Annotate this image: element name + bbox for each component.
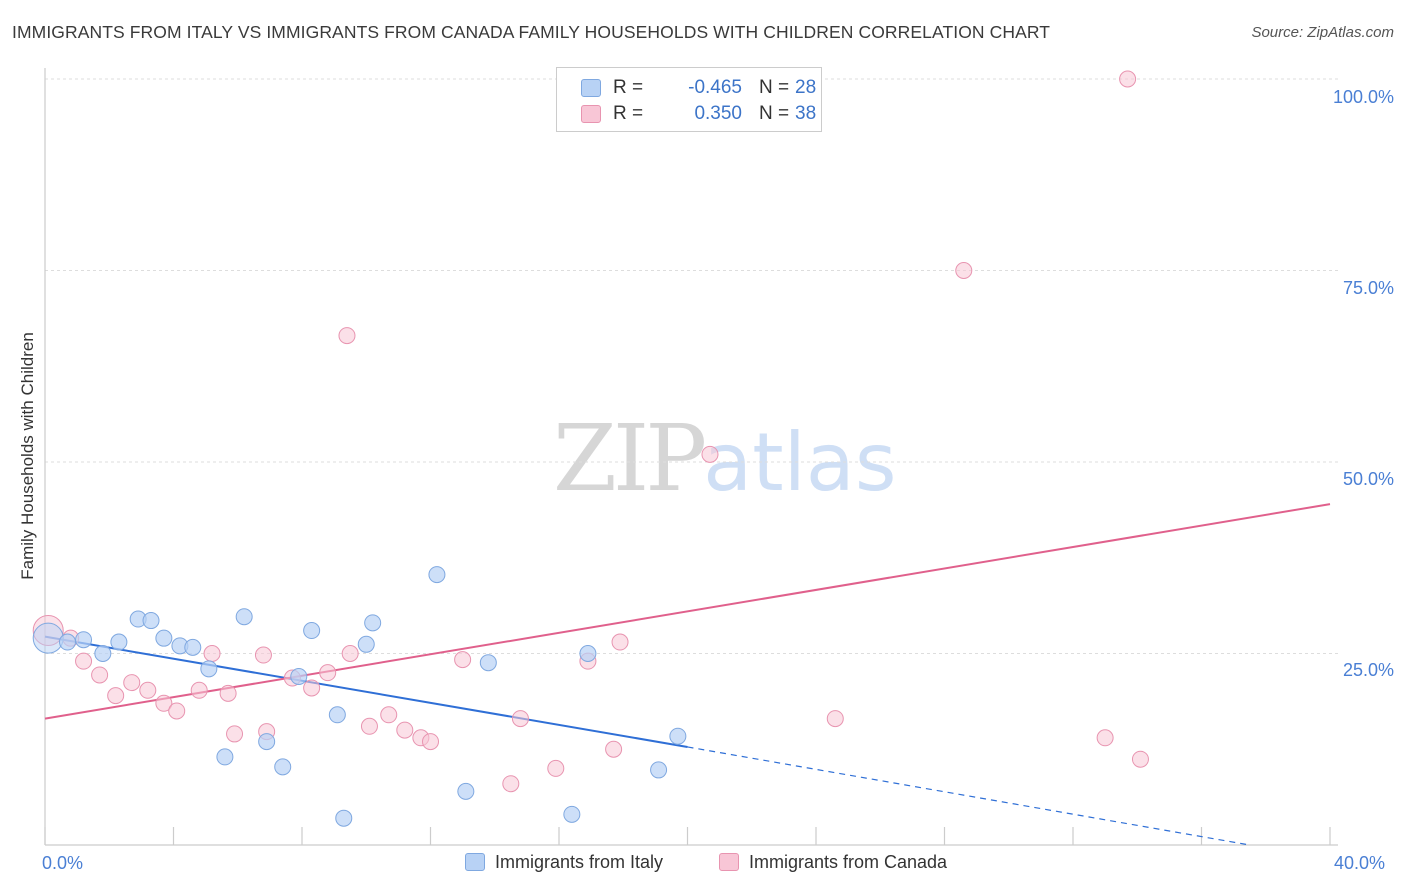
point-italy	[155, 629, 173, 647]
r-label: R =	[613, 103, 644, 124]
n-label: N =	[759, 77, 790, 98]
trend-line-italy	[44, 635, 688, 748]
legend-swatch-canada	[719, 853, 739, 871]
legend-item-canada[interactable]: Immigrants from Canada	[719, 852, 947, 873]
point-canada	[605, 740, 623, 758]
point-canada	[422, 733, 439, 751]
axes	[44, 68, 1338, 846]
point-italy	[364, 614, 382, 632]
point-canada	[254, 646, 272, 664]
trend-lines	[44, 503, 1331, 846]
point-canada	[955, 262, 973, 279]
y-tick-label-100: 100.0%	[1332, 87, 1394, 107]
r-label: R =	[613, 77, 644, 98]
point-italy	[142, 612, 160, 630]
point-italy	[32, 622, 64, 654]
point-italy	[258, 733, 276, 751]
legend-item-italy[interactable]: Immigrants from Italy	[465, 852, 663, 873]
point-canada	[168, 702, 186, 720]
point-italy	[669, 727, 687, 745]
n-label: N =	[759, 103, 790, 124]
point-canada	[1096, 729, 1114, 747]
point-italy	[579, 645, 597, 662]
legend-label-canada: Immigrants from Canada	[749, 852, 948, 872]
point-canada	[701, 445, 719, 463]
point-canada	[190, 681, 208, 699]
x-tick-label-min: 0.0%	[42, 853, 84, 873]
point-canada	[155, 694, 173, 712]
watermark-zip: ZIP	[553, 405, 707, 512]
point-canada	[380, 706, 398, 724]
y-tick-label-50: 50.0%	[1342, 469, 1394, 489]
point-canada	[360, 717, 378, 735]
x-tick-label-max: 40.0%	[1334, 853, 1386, 873]
legend-swatch-italy	[465, 853, 485, 871]
point-canada	[502, 775, 520, 793]
point-italy	[216, 748, 234, 766]
legend-label-italy: Immigrants from Italy	[495, 852, 664, 872]
point-canada	[454, 651, 472, 669]
point-italy	[563, 805, 581, 823]
point-italy	[457, 782, 475, 800]
point-italy	[328, 706, 346, 724]
point-italy	[75, 631, 93, 649]
point-canada	[826, 710, 844, 728]
point-canada	[203, 645, 221, 662]
point-canada	[139, 681, 157, 699]
trend-line-canada	[44, 503, 1331, 720]
point-italy	[303, 622, 321, 640]
point-italy	[479, 654, 497, 672]
n-value-canada: 38	[795, 103, 817, 124]
r-value-canada: 0.350	[694, 103, 742, 124]
r-value-italy: -0.465	[688, 77, 742, 98]
trend-line-italy-extrapolated	[687, 746, 1250, 846]
point-italy	[357, 635, 375, 653]
watermark: ZIPatlas	[553, 405, 897, 512]
point-canada	[338, 327, 356, 345]
point-canada	[219, 684, 237, 702]
source-label: Source: ZipAtlas.com	[1251, 24, 1394, 41]
point-italy	[335, 809, 353, 827]
point-italy	[200, 660, 218, 678]
point-canada	[511, 710, 529, 728]
point-canada	[396, 721, 414, 739]
stats-swatch-canada	[581, 105, 601, 123]
point-canada	[123, 674, 141, 692]
point-italy	[94, 645, 112, 662]
point-canada	[547, 759, 565, 777]
y-tick-label-75: 75.0%	[1342, 278, 1394, 298]
y-tick-label-25: 25.0%	[1342, 660, 1394, 680]
point-italy	[650, 761, 668, 779]
point-italy	[290, 667, 308, 685]
point-italy	[274, 758, 292, 776]
point-italy	[184, 638, 202, 656]
point-italy	[58, 633, 76, 651]
y-axis-label: Family Households with Children	[18, 332, 37, 580]
point-italy	[110, 633, 128, 651]
grid-lines	[45, 78, 1338, 654]
point-canada	[91, 666, 109, 684]
point-canada	[341, 645, 359, 662]
point-canada	[303, 679, 321, 697]
point-canada	[1131, 750, 1149, 768]
point-canada	[319, 664, 337, 682]
point-italy	[235, 608, 253, 626]
point-canada	[1119, 70, 1137, 88]
point-italy	[428, 566, 446, 584]
stats-swatch-italy	[581, 79, 601, 97]
point-canada	[107, 687, 125, 705]
n-value-italy: 28	[795, 77, 817, 98]
point-canada	[611, 633, 629, 651]
chart-title: IMMIGRANTS FROM ITALY VS IMMIGRANTS FROM…	[12, 22, 1051, 42]
data-points	[32, 70, 1149, 827]
point-canada	[75, 652, 93, 670]
point-canada	[226, 725, 244, 743]
stats-box: R = -0.465 N = 28 R = 0.350 N = 38	[556, 67, 822, 132]
